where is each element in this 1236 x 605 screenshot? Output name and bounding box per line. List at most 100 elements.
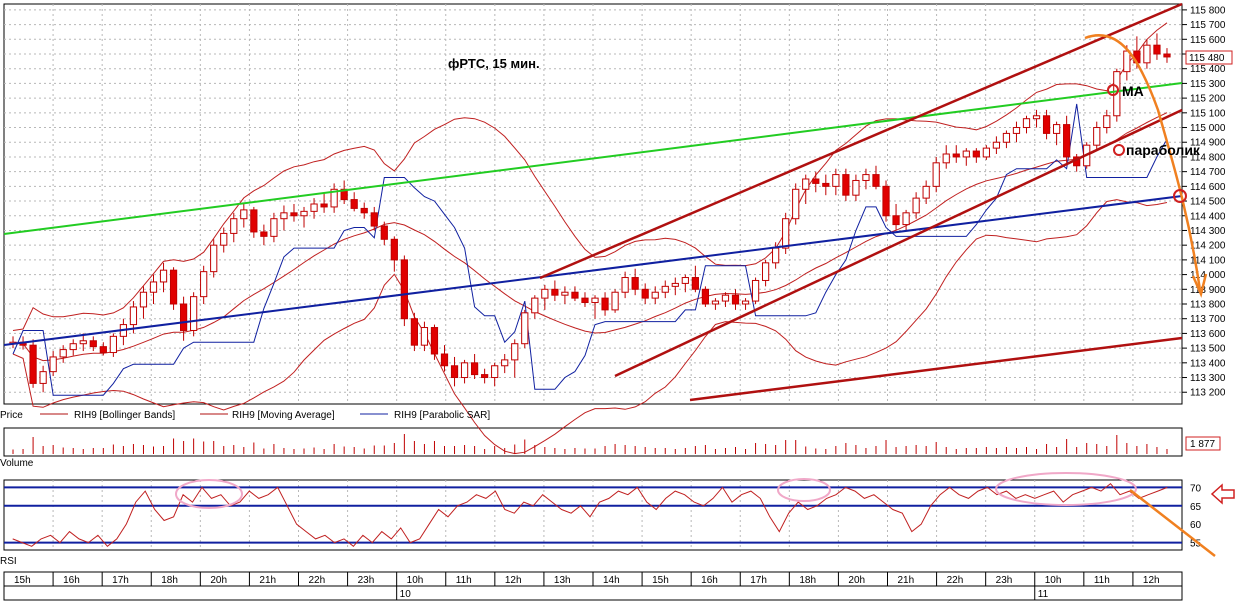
trend-lines [3, 2, 1183, 402]
candle-body [159, 269, 168, 283]
candle-body [240, 209, 248, 220]
time-tick-label: 23h [996, 575, 1013, 586]
candle-body [912, 197, 920, 214]
price-tick-label: 114 000 [1190, 270, 1226, 281]
volume-pane [12, 434, 1168, 454]
candle-body [842, 174, 850, 196]
candle-body [190, 296, 198, 331]
candle-body [892, 215, 900, 226]
legend-sar: RIH9 [Parabolic SAR] [394, 410, 490, 421]
price-tick-label: 113 500 [1190, 344, 1226, 355]
chart-title: фРТС, 15 мин. [448, 56, 540, 71]
price-tick-label: 113 900 [1190, 285, 1226, 296]
candle-body [280, 212, 288, 220]
rsi-highlight-2 [777, 478, 831, 502]
candle-body [591, 297, 599, 304]
time-tick-label: 17h [750, 575, 767, 586]
candle-body [611, 291, 619, 311]
price-tick-label: 115 000 [1190, 123, 1226, 134]
candle-body [1093, 127, 1101, 146]
candle-body [832, 174, 840, 187]
time-tick-label: 10h [407, 575, 424, 586]
candle-body [932, 162, 940, 187]
candle-body [741, 300, 750, 305]
time-tick-label: 21h [259, 575, 276, 586]
candle-body [1002, 132, 1011, 143]
price-tick-label: 113 200 [1190, 388, 1226, 399]
candle-body [922, 185, 930, 199]
time-tick-label: 18h [161, 575, 178, 586]
price-tick-label: 114 500 [1190, 197, 1226, 208]
price-tick-label: 113 700 [1190, 314, 1226, 325]
candle-body [350, 199, 358, 209]
candle-body [681, 277, 689, 284]
price-tick-label: 115 600 [1190, 35, 1226, 46]
blue-trendline [3, 195, 1183, 346]
candle-body [169, 269, 178, 305]
candle-body [320, 203, 328, 208]
day-tick-label: 11 [1038, 589, 1049, 600]
candle-body [1063, 124, 1071, 158]
candle-body [1153, 44, 1161, 55]
rsi-highlight-3 [995, 472, 1137, 506]
candle-body [942, 153, 950, 164]
candle-body [149, 281, 158, 293]
candle-body [1042, 115, 1051, 134]
candle-body [952, 153, 960, 158]
price-tick-label: 114 400 [1190, 211, 1226, 222]
candle-body [89, 340, 97, 348]
volume-label: Volume [0, 458, 34, 469]
candle-body [982, 147, 990, 158]
candle-body [1012, 127, 1021, 134]
legend-price: Price [0, 410, 23, 421]
price-tick-label: 114 700 [1190, 167, 1226, 178]
legend-ma: RIH9 [Moving Average] [232, 410, 335, 421]
candle-body [852, 179, 860, 196]
candle-body [370, 212, 378, 227]
candle-body [139, 291, 148, 308]
price-tick-label: 114 100 [1190, 255, 1226, 266]
candle-body [79, 340, 87, 345]
time-tick-label: 15h [652, 575, 669, 586]
time-tick-label: 16h [63, 575, 80, 586]
candle-body [631, 277, 639, 290]
time-tick-label: 10h [1045, 575, 1062, 586]
channel-lower-line [689, 336, 1183, 402]
rsi-level-arrow [1210, 483, 1235, 505]
candle-body [701, 288, 710, 305]
candle-body [390, 238, 398, 261]
candle-body [59, 349, 67, 358]
time-tick-label: 16h [701, 575, 718, 586]
time-tick-label: 11h [1094, 575, 1110, 586]
candle-body [210, 244, 218, 273]
candle-body [360, 207, 368, 214]
candle-body [260, 231, 268, 237]
candle-body [300, 210, 308, 217]
ma-marker [1107, 84, 1119, 96]
candle-body [1123, 50, 1131, 73]
candle-body [541, 288, 549, 299]
candle-body [39, 371, 47, 384]
candle-body [551, 288, 559, 296]
bollinger-lower-line [12, 199, 1168, 455]
last-price-label: 115 480 [1189, 53, 1225, 64]
candle-body [340, 188, 348, 201]
time-tick-label: 21h [898, 575, 915, 586]
volume-value-box [1185, 436, 1221, 451]
price-tick-label: 114 200 [1190, 241, 1226, 252]
candle-body [250, 209, 258, 233]
time-tick-label: 13h [554, 575, 571, 586]
parabolic-marker [1113, 144, 1125, 156]
price-tick-label: 115 300 [1190, 79, 1226, 90]
volume-pane-frame [3, 427, 1183, 457]
rsi-tick-label: 65 [1190, 502, 1202, 513]
rsi-line [12, 483, 1168, 547]
candle-body [179, 303, 188, 331]
volume-value: 1 877 [1190, 439, 1215, 450]
rsi-tick-label: 70 [1190, 483, 1202, 494]
time-axis: 15h 16h 17h 18h 20h 21h 22h 23h 10h 11h 12h 13h 14h 1… [3, 572, 1182, 600]
candle-body [761, 262, 770, 281]
rsi-forecast-arrow [1129, 489, 1216, 557]
candle-body [230, 218, 238, 234]
candle-body [521, 312, 529, 345]
